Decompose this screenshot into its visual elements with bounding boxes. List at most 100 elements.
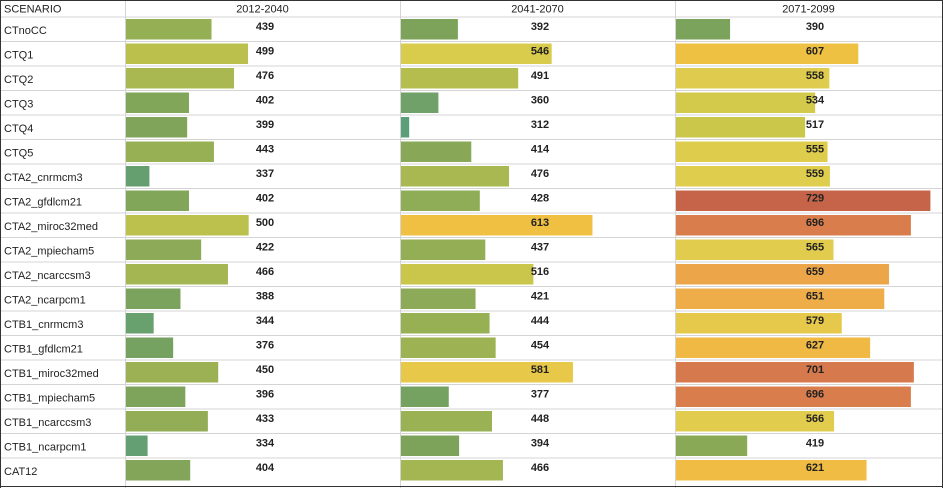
data-bar [676, 19, 731, 40]
data-bar [676, 460, 867, 481]
data-bar [401, 166, 510, 187]
value-cell: 466 [256, 266, 274, 278]
data-bar [401, 117, 410, 138]
scenario-name: CTQ5 [4, 148, 33, 160]
data-bar [401, 141, 472, 162]
data-bar [126, 411, 208, 432]
value-cell: 419 [806, 438, 824, 450]
data-bar [126, 92, 189, 113]
value-cell: 439 [256, 21, 274, 33]
data-bar [126, 141, 214, 162]
value-cell: 388 [256, 291, 274, 303]
data-bar [401, 362, 573, 383]
value-cell: 421 [531, 291, 549, 303]
scenario-name: CTA2_cnrmcm3 [4, 172, 83, 184]
value-cell: 414 [531, 144, 550, 156]
value-cell: 450 [256, 364, 274, 376]
value-cell: 534 [806, 95, 825, 107]
value-cell: 476 [531, 168, 549, 180]
value-cell: 444 [531, 315, 550, 327]
value-cell: 559 [806, 168, 824, 180]
data-bar [126, 19, 212, 40]
data-bar [676, 117, 806, 138]
value-cell: 344 [256, 315, 275, 327]
data-bar [126, 166, 150, 187]
value-cell: 394 [531, 438, 550, 450]
value-cell: 404 [256, 462, 275, 474]
data-bar [676, 92, 816, 113]
value-cell: 517 [806, 119, 824, 131]
data-bar [401, 68, 519, 89]
value-cell: 422 [256, 242, 274, 254]
data-bar [676, 386, 911, 407]
scenario-name: CTQ4 [4, 123, 33, 135]
value-cell: 454 [531, 340, 550, 352]
data-bar [676, 166, 830, 187]
scenario-name: CTA2_mpiecham5 [4, 246, 94, 258]
header-cell: 2041-2070 [511, 3, 564, 15]
data-bar [676, 239, 834, 260]
scenario-name: CTB1_ncarpcm1 [4, 442, 87, 454]
value-cell: 607 [806, 46, 824, 58]
scenario-name: CTA2_gfdlcm21 [4, 197, 82, 209]
data-bar [676, 362, 914, 383]
value-cell: 334 [256, 438, 275, 450]
value-cell: 428 [531, 193, 549, 205]
value-cell: 312 [531, 119, 549, 131]
data-bar [676, 264, 890, 285]
data-bar [676, 435, 748, 456]
data-bar [126, 117, 188, 138]
data-bar [126, 435, 148, 456]
value-cell: 651 [806, 291, 824, 303]
header-cell: SCENARIO [4, 3, 62, 15]
scenario-name: CTB1_ncarccsm3 [4, 417, 91, 429]
value-cell: 402 [256, 193, 274, 205]
data-bar [676, 141, 828, 162]
data-bar [401, 460, 503, 481]
value-cell: 516 [531, 266, 549, 278]
value-cell: 390 [806, 21, 824, 33]
header-cell: 2012-2040 [236, 3, 289, 15]
data-bar [401, 190, 480, 211]
value-cell: 696 [806, 217, 824, 229]
value-cell: 555 [806, 144, 824, 156]
value-cell: 360 [531, 95, 549, 107]
data-bar [126, 362, 219, 383]
value-cell: 396 [256, 389, 274, 401]
data-bar [126, 313, 154, 334]
data-bar [676, 313, 842, 334]
scenario-name: CAT12 [4, 466, 37, 478]
scenario-name: CTB1_mpiecham5 [4, 393, 95, 405]
header-cell: 2071-2099 [782, 3, 835, 15]
value-cell: 500 [256, 217, 274, 229]
data-bar [126, 337, 174, 358]
data-bar [676, 411, 835, 432]
value-cell: 729 [806, 193, 824, 205]
value-cell: 377 [531, 389, 549, 401]
data-bar [126, 43, 249, 64]
data-bar [126, 239, 202, 260]
value-cell: 621 [806, 462, 824, 474]
scenario-name: CTQ2 [4, 74, 33, 86]
scenario-name: CTA2_ncarpcm1 [4, 295, 86, 307]
data-bar [401, 215, 593, 236]
data-bar [126, 264, 228, 285]
value-cell: 476 [256, 70, 274, 82]
value-cell: 613 [531, 217, 549, 229]
value-cell: 402 [256, 95, 274, 107]
data-bar [401, 264, 534, 285]
data-bar [401, 411, 492, 432]
data-bar [676, 288, 885, 309]
value-cell: 466 [531, 462, 549, 474]
value-cell: 399 [256, 119, 274, 131]
data-bar [676, 68, 830, 89]
scenario-name: CTB1_gfdlcm21 [4, 344, 83, 356]
value-cell: 696 [806, 389, 824, 401]
data-bar [126, 386, 186, 407]
scenario-name: CTQ3 [4, 99, 33, 111]
value-cell: 579 [806, 315, 824, 327]
scenario-name: CTB1_cnrmcm3 [4, 319, 83, 331]
data-bar [126, 68, 235, 89]
data-bar [126, 215, 249, 236]
